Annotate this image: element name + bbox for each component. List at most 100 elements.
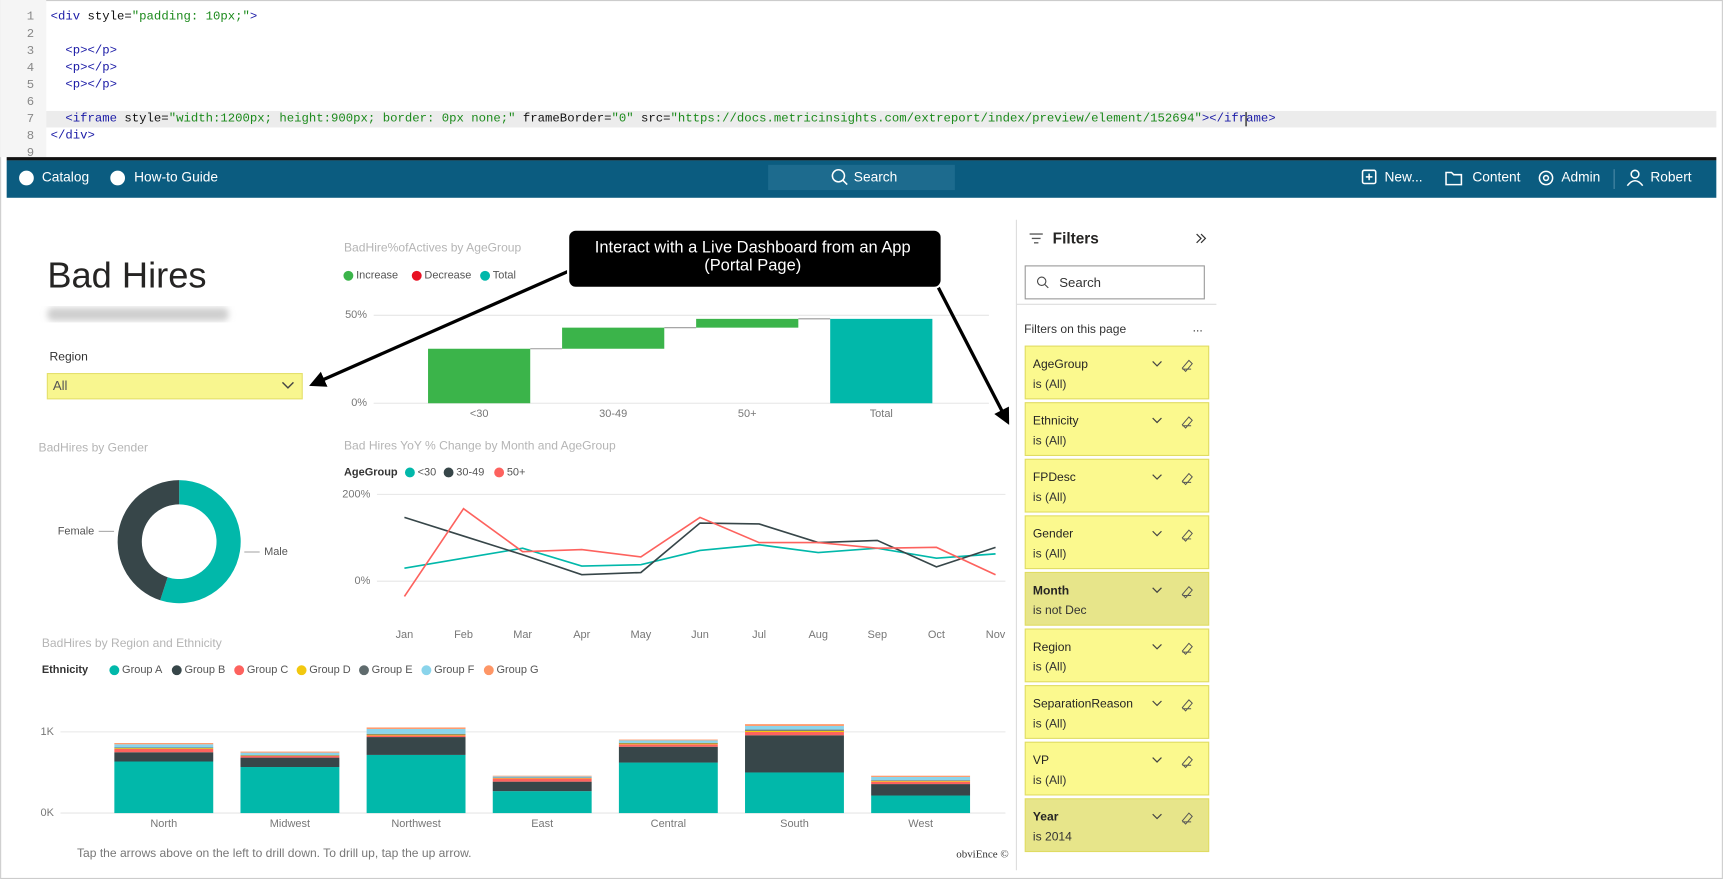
nav-link[interactable]: Catalog [42,170,89,185]
filter-name: SeparationReason [1033,696,1133,710]
nav-link[interactable]: Admin [1561,170,1600,185]
x-tick-label: 30-49 [599,408,627,420]
search-icon [1044,284,1049,289]
nav-link[interactable]: New... [1385,170,1423,185]
filter-name: Year [1033,810,1059,824]
code-line: <iframe style="width:1200px; height:900p… [51,112,1276,126]
more-button[interactable]: ... [1193,321,1203,335]
bar [696,318,799,328]
line-number: 6 [27,95,34,109]
bar-segment [366,733,466,735]
slicer-dropdown[interactable] [46,373,303,400]
x-tick-label: Nov [986,629,1006,641]
legend-swatch [494,467,505,478]
gutter [0,0,47,158]
filter-card[interactable] [1024,628,1210,683]
bar-segment [114,761,214,814]
code-line: <p></p> [51,44,117,58]
footer-note: Tap the arrows above on the left to dril… [77,846,472,860]
filter-card[interactable] [1024,798,1210,853]
chevron [1152,361,1162,367]
filter-search[interactable] [1024,265,1205,300]
line-series [404,543,996,570]
chart-title: Bad Hires YoY % Change by Month and AgeG… [344,438,616,452]
active-line [46,110,1717,128]
legend-swatch [296,665,307,676]
y-tick-label: 0% [354,575,370,587]
legend-label: Group B [184,664,225,676]
section-label: Filters on this page [1024,322,1126,336]
bar-segment [871,780,971,781]
x-tick-label: 50+ [738,408,757,420]
filter-card[interactable] [1024,571,1210,626]
bar-segment [745,732,844,736]
clear-icon [1181,812,1193,825]
line-number: 2 [27,27,34,41]
bar [562,327,665,349]
line-number: 7 [27,112,34,126]
bar-segment [618,744,718,747]
bar-segment [618,739,718,741]
nav-link[interactable]: Robert [1650,170,1691,185]
filter-name: VP [1033,753,1049,767]
nav-link[interactable]: How-to Guide [134,170,218,185]
legend-title: AgeGroup [344,466,398,478]
bar-segment [745,735,844,773]
code-editor[interactable]: 1 2 3 4 5 6 7 8 9 <div style="padding: 10px;"> <p… [27,10,1276,160]
legend-label: <30 [418,466,437,478]
legend-label: Group C [247,664,289,676]
legend-label: Group D [309,664,351,676]
filter-card[interactable] [1024,685,1210,739]
clear-icon [1181,755,1193,769]
collapse-button[interactable] [1196,233,1207,244]
bar-segment [871,775,971,777]
bar-segment [871,795,971,814]
pane-title: Filters [1053,231,1099,248]
search-icon [1036,276,1047,287]
filter-state: is (All) [1033,773,1067,787]
bar-segment [745,772,844,814]
bar-segment [366,737,466,755]
filter-state: is not Dec [1033,603,1087,617]
bar-segment [745,725,844,730]
nav-search[interactable]: Search [854,170,897,185]
slicer-value: All [53,378,68,393]
legend-swatch [421,665,432,676]
chevron [1152,530,1162,537]
filter-name: FPDesc [1033,470,1076,484]
x-tick-label: Central [651,818,686,830]
chart-title: BadHires by Region and Ethnicity [42,636,223,650]
x-tick-label: West [908,818,933,830]
bar [830,318,933,404]
x-tick-label: Northwest [391,818,440,830]
filter-state: is (All) [1033,377,1067,391]
bar-segment [114,747,214,749]
bar-segment [618,742,718,744]
legend-swatch [343,270,354,281]
bar-segment [745,730,844,733]
filter-card[interactable] [1024,345,1210,400]
filter-icon [1029,233,1043,244]
filter-card[interactable] [1024,402,1210,456]
filter-card[interactable] [1024,458,1210,513]
search-box[interactable] [768,164,955,191]
line-series [404,516,996,576]
clear-icon [1181,472,1193,486]
bar-segment [366,728,466,734]
filter-card[interactable] [1024,515,1210,570]
x-tick-label: Oct [928,629,945,641]
nav-link[interactable]: Content [1472,170,1520,185]
legend-label: Total [493,270,516,282]
x-tick-label: Feb [454,629,473,641]
legend-swatch [359,665,369,676]
filter-card[interactable] [1024,741,1210,796]
legend-label: 30-49 [456,466,484,478]
filter-state: is 2014 [1033,829,1072,843]
legend-label: Group G [496,664,538,676]
bar-segment [492,778,592,782]
bar-segment [240,751,340,753]
line-number: 9 [27,146,34,160]
filter-search-text: Search [1059,275,1101,290]
